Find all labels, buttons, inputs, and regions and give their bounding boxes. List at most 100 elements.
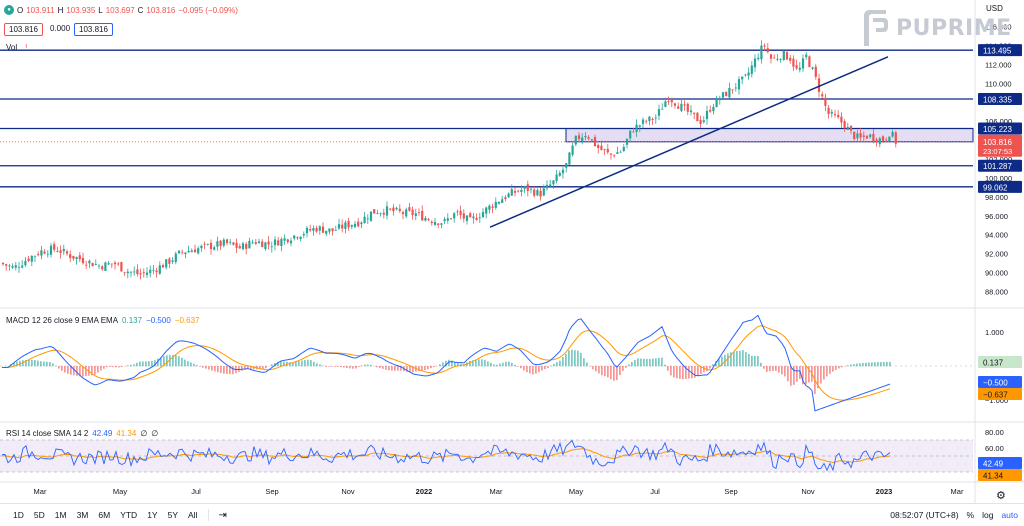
macd-histogram-bar — [700, 366, 702, 374]
candle-body — [744, 74, 747, 76]
calendar-goto-icon[interactable]: ⇥ — [218, 509, 227, 521]
candle-body — [821, 94, 824, 97]
macd-histogram-bar — [838, 366, 840, 369]
candle-body — [488, 205, 491, 210]
macd-histogram-bar — [328, 366, 330, 367]
macd-histogram-bar — [313, 361, 315, 367]
rsi-value: 42.49 — [92, 429, 113, 438]
macd-histogram-bar — [619, 366, 621, 375]
candle-body — [347, 220, 350, 228]
macd-histogram-bar — [529, 366, 531, 374]
range-5d-button[interactable]: 5D — [33, 510, 45, 520]
macd-histogram-bar — [478, 359, 480, 367]
chart-settings-gear-icon[interactable]: ⚙ — [996, 490, 1006, 502]
candle-body — [574, 135, 577, 145]
macd-value-label: −0.637 — [983, 391, 1008, 400]
macd-histogram-bar — [526, 366, 528, 373]
candle-body — [245, 243, 248, 249]
macd-histogram-bar — [583, 358, 585, 367]
time-axis-label: Jul — [191, 487, 201, 496]
candle-body — [664, 101, 667, 107]
symbol-status-icon[interactable]: ● — [4, 5, 14, 15]
macd-axis-label: 1.000 — [985, 328, 1004, 337]
rsi-sma-line — [1, 448, 891, 464]
candle-body — [843, 121, 846, 129]
macd-histogram-bar — [76, 366, 78, 376]
range-ytd-button[interactable]: YTD — [120, 510, 138, 520]
candle-body — [40, 250, 43, 256]
toolbar-right-group: 08:52:07 (UTC+8) % log auto — [890, 504, 1018, 526]
macd-histogram-bar — [127, 365, 129, 367]
candle-body — [161, 265, 165, 268]
macd-histogram-bar — [31, 359, 33, 367]
macd-histogram-bar — [520, 366, 522, 369]
currency-selector[interactable]: USD — [986, 4, 1003, 13]
macd-histogram-bar — [238, 366, 240, 372]
auto-scale-toggle[interactable]: auto — [1001, 510, 1018, 520]
macd-histogram-bar — [148, 361, 150, 367]
candle-body — [638, 125, 641, 127]
macd-histogram-bar — [508, 361, 510, 367]
candle-body — [78, 255, 81, 260]
candle-body — [286, 239, 289, 243]
candle-body — [113, 262, 117, 265]
macd-histogram-bar — [832, 366, 834, 372]
candle-body — [782, 50, 785, 60]
macd-histogram-bar — [865, 362, 867, 367]
candle-body — [107, 263, 110, 265]
macd-histogram-bar — [193, 363, 195, 367]
warning-icon[interactable]: ! — [25, 43, 28, 52]
candle-body — [213, 247, 216, 250]
range-1m-button[interactable]: 1M — [54, 510, 67, 520]
candle-body — [753, 58, 757, 68]
range-1y-button[interactable]: 1Y — [147, 510, 158, 520]
macd-histogram-bar — [175, 355, 177, 367]
candle-body — [789, 57, 792, 61]
macd-histogram-bar — [655, 358, 657, 367]
candle-body — [849, 125, 853, 131]
range-all-button[interactable]: All — [188, 510, 198, 520]
puprime-logo-icon — [864, 10, 888, 46]
candle-body — [881, 136, 885, 142]
macd-histogram-bar — [202, 366, 204, 368]
range-1d-button[interactable]: 1D — [13, 510, 24, 520]
macd-histogram-bar — [556, 362, 558, 367]
rsi-legend: RSI 14 close SMA 14 2 42.49 41.34 ∅ ∅ — [6, 429, 158, 438]
macd-histogram-bar — [871, 362, 873, 367]
candle-body — [613, 155, 616, 157]
macd-histogram-bar — [640, 358, 642, 367]
macd-histogram-bar — [622, 366, 624, 371]
candle-body — [689, 110, 693, 113]
macd-histogram-bar — [727, 353, 729, 367]
macd-histogram-bar — [145, 361, 147, 367]
time-axis-label: May — [569, 487, 583, 496]
candle-body — [568, 152, 571, 165]
log-toggle[interactable]: log — [982, 510, 994, 520]
clock-time[interactable]: 08:52:07 (UTC+8) — [890, 510, 959, 520]
macd-histogram-bar — [433, 366, 435, 368]
candle-body — [859, 133, 862, 138]
macd-histogram-bar — [160, 357, 162, 367]
rsi-axis-label: 80.00 — [985, 428, 1004, 437]
range-6m-button[interactable]: 6M — [98, 510, 111, 520]
candle-body — [798, 67, 801, 70]
candle-body — [517, 190, 520, 192]
time-axis-label: Mar — [34, 487, 47, 496]
buy-price-button[interactable]: 103.816 — [74, 23, 113, 36]
candle-body — [609, 153, 613, 155]
macd-histogram-bar — [703, 366, 705, 373]
candle-body — [267, 241, 270, 245]
range-3m-button[interactable]: 3M — [76, 510, 89, 520]
candle-body — [376, 213, 379, 214]
percent-toggle[interactable]: % — [966, 510, 975, 520]
candle-body — [315, 228, 318, 232]
candle-body — [254, 242, 257, 244]
range-5y-button[interactable]: 5Y — [167, 510, 178, 520]
macd-histogram-bar — [355, 366, 357, 369]
sell-price-button[interactable]: 103.816 — [4, 23, 43, 36]
rsi-title: RSI 14 close SMA 14 2 — [6, 429, 89, 438]
macd-histogram-bar — [64, 366, 66, 373]
candle-body — [734, 87, 737, 89]
candle-body — [651, 118, 654, 120]
